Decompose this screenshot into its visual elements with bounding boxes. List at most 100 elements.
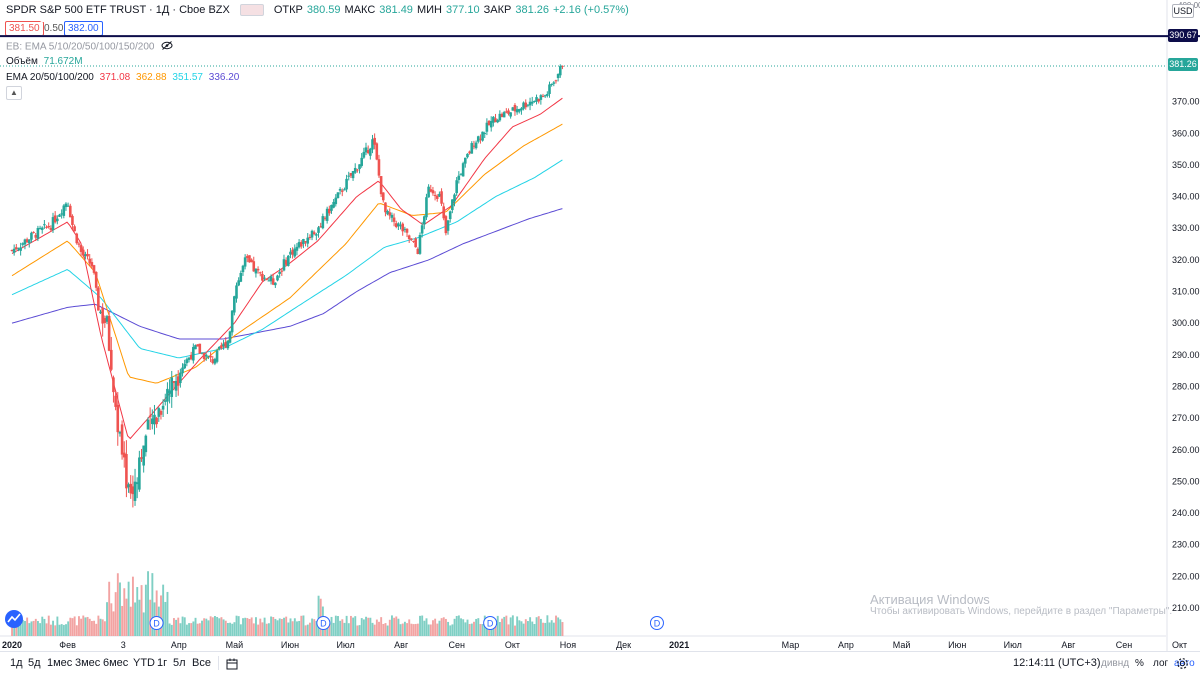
candle-body xyxy=(340,190,344,192)
percent-toggle[interactable]: % xyxy=(1135,658,1144,669)
volume-bar xyxy=(194,617,197,636)
volume-bar xyxy=(267,623,270,636)
log-toggle[interactable]: лог xyxy=(1153,658,1169,669)
volume-indicator-row[interactable]: Объём 71.672M xyxy=(6,56,83,67)
volume-bar xyxy=(444,618,447,636)
candle-body xyxy=(295,246,299,251)
volume-bar xyxy=(466,619,469,636)
volume-bar xyxy=(190,623,193,636)
collapse-icon[interactable]: ▲ xyxy=(6,86,22,100)
candle-body xyxy=(10,250,14,252)
y-tick-label: 340.00 xyxy=(1172,192,1200,202)
candle-body xyxy=(226,340,230,349)
candle-body xyxy=(561,65,564,67)
timeframe-ytd[interactable]: YTD xyxy=(133,657,155,669)
settings-gear-icon[interactable] xyxy=(1176,657,1189,675)
x-tick-label: 3 xyxy=(121,640,126,650)
volume-bar xyxy=(343,622,346,636)
candle-body xyxy=(386,210,389,215)
volume-bar xyxy=(172,618,175,636)
volume-bar xyxy=(140,585,143,636)
candle-body xyxy=(120,424,124,455)
volume-bar xyxy=(449,625,452,636)
candle-body xyxy=(515,109,519,113)
volume-bar xyxy=(334,615,337,636)
volume-bar xyxy=(13,621,16,636)
candle-body xyxy=(384,202,387,213)
candle-body xyxy=(293,248,297,257)
candle-body xyxy=(49,228,53,230)
x-tick-label: Апр xyxy=(171,640,187,650)
volume-bar xyxy=(367,617,370,636)
symbol-title[interactable]: SPDR S&P 500 ETF TRUST · 1Д · Cboe BZX xyxy=(6,4,230,16)
windows-activation-title: Активация Windows xyxy=(870,592,990,607)
goto-date-icon[interactable] xyxy=(226,657,238,675)
volume-bar xyxy=(60,624,63,636)
eb-indicator-row[interactable]: EB: EMA 5/10/20/50/100/150/200 xyxy=(6,41,173,53)
candle-body xyxy=(138,457,141,490)
event-marker[interactable]: D xyxy=(316,616,331,630)
volume-bar xyxy=(78,616,80,636)
candle-body xyxy=(356,169,359,171)
volume-bar xyxy=(341,619,344,636)
volume-bar xyxy=(304,625,307,636)
timeframe-1y[interactable]: 1г xyxy=(157,657,168,669)
event-marker[interactable]: D xyxy=(483,616,498,630)
flag-icon[interactable] xyxy=(239,4,264,16)
candle-body xyxy=(446,220,450,231)
clock-timezone[interactable]: 12:14:11 (UTC+3) xyxy=(1013,657,1101,669)
candle-body xyxy=(271,278,275,285)
volume-bar xyxy=(37,621,39,636)
eye-off-icon[interactable] xyxy=(161,41,173,53)
candle-body xyxy=(479,138,482,140)
volume-bar xyxy=(127,581,130,636)
volume-bar xyxy=(103,621,106,636)
volume-bar xyxy=(75,625,78,636)
x-tick-label: 2021 xyxy=(669,640,689,650)
tradingview-logo-icon xyxy=(5,610,23,628)
timeframe-1d[interactable]: 1д xyxy=(10,657,23,669)
candle-body xyxy=(133,481,137,501)
volume-bar xyxy=(162,584,165,636)
currency-button[interactable]: USD xyxy=(1172,4,1194,18)
dividend-toggle[interactable]: дивнд xyxy=(1101,658,1130,669)
candle-body xyxy=(435,195,439,199)
candle-body xyxy=(379,176,383,195)
candle-body xyxy=(196,344,199,347)
candle-body xyxy=(330,205,333,211)
timeframe-6m[interactable]: 6мес xyxy=(103,657,129,669)
event-marker[interactable]: D xyxy=(149,616,164,630)
volume-bar xyxy=(524,619,527,636)
candle-body xyxy=(194,345,197,350)
candle-body xyxy=(114,395,117,407)
x-tick-label: Апр xyxy=(838,640,854,650)
event-marker[interactable]: D xyxy=(649,616,664,630)
candle-body xyxy=(554,80,558,82)
candle-body xyxy=(302,239,305,245)
timeframe-all[interactable]: Все xyxy=(192,657,211,669)
candle-body xyxy=(377,159,381,176)
y-tick-label: 300.00 xyxy=(1172,318,1200,328)
volume-bar xyxy=(270,616,273,636)
timeframe-5d[interactable]: 5д xyxy=(28,657,41,669)
candle-body xyxy=(148,415,152,417)
candle-body xyxy=(533,100,536,102)
ema-indicator-row[interactable]: EMA 20/50/100/200 371.08 362.88 351.57 3… xyxy=(6,72,239,83)
candle-body xyxy=(21,243,25,245)
y-tick-label: 370.00 xyxy=(1172,97,1200,107)
y-tick-label: 280.00 xyxy=(1172,381,1200,391)
candle-body xyxy=(546,94,549,96)
volume-bar xyxy=(181,616,184,636)
volume-bar xyxy=(192,621,195,636)
timeframe-5y[interactable]: 5л xyxy=(173,657,186,669)
volume-bar xyxy=(432,620,434,636)
timeframe-1m[interactable]: 1мес xyxy=(47,657,73,669)
volume-bar xyxy=(15,620,18,636)
event-marker-circle xyxy=(316,616,331,630)
y-tick-label: 330.00 xyxy=(1172,223,1200,233)
candle-body xyxy=(129,483,133,494)
candle-body xyxy=(278,272,281,274)
volume-bar xyxy=(505,615,508,636)
timeframe-3m[interactable]: 3мес xyxy=(75,657,101,669)
